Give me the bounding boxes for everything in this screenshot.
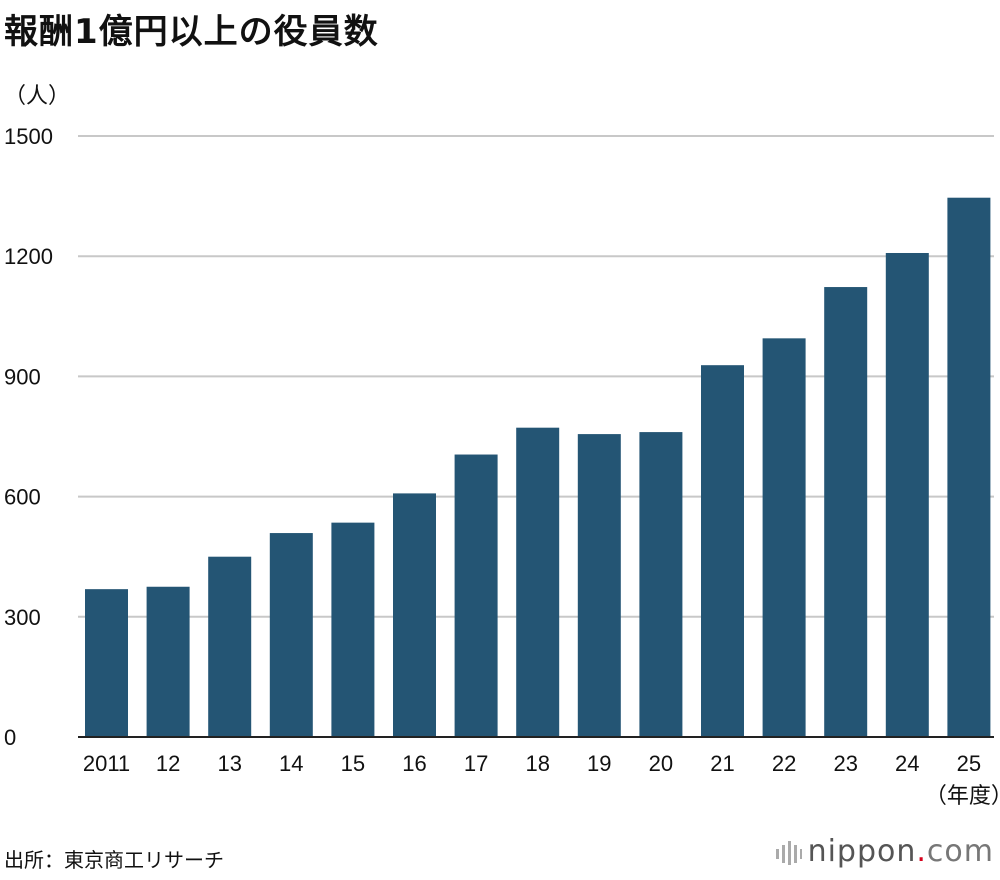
x-tick-label: 16 bbox=[402, 751, 426, 776]
x-tick-label: 21 bbox=[710, 751, 734, 776]
x-tick-label: 20 bbox=[649, 751, 673, 776]
logo-text-dot: . bbox=[916, 834, 927, 869]
bar bbox=[516, 427, 560, 737]
bar-chart: 0 300 600 900 1200 1500 2011 12 13 14 15 16 17 18 19 20… bbox=[4, 124, 1000, 808]
logo-text-com: com bbox=[926, 834, 994, 869]
bar bbox=[269, 533, 313, 737]
y-tick-label: 1200 bbox=[4, 244, 53, 269]
x-tick-label: 18 bbox=[525, 751, 549, 776]
source-note: 出所：東京商工リサーチ bbox=[4, 848, 224, 872]
x-tick-label: 23 bbox=[833, 751, 857, 776]
bar bbox=[146, 586, 190, 737]
logo-bars-icon bbox=[775, 840, 802, 865]
nippon-logo: nippon.com bbox=[775, 834, 994, 869]
x-tick-label: 25 bbox=[957, 751, 981, 776]
bar bbox=[885, 252, 929, 737]
x-tick-label: 22 bbox=[772, 751, 796, 776]
y-tick-label: 600 bbox=[4, 485, 41, 510]
bar bbox=[762, 338, 806, 737]
bar bbox=[639, 432, 683, 737]
chart-title: 報酬1億円以上の役員数 bbox=[4, 12, 379, 52]
bar bbox=[947, 197, 991, 738]
y-tick-label: 0 bbox=[4, 725, 16, 750]
bar bbox=[824, 287, 868, 737]
x-tick-label: 13 bbox=[217, 751, 241, 776]
x-tick-label: 14 bbox=[279, 751, 303, 776]
bar bbox=[701, 365, 744, 737]
x-tick-label: 17 bbox=[464, 751, 488, 776]
x-tick-label: 24 bbox=[895, 751, 919, 776]
bar bbox=[577, 434, 621, 737]
logo-text-main: nippon bbox=[807, 834, 917, 869]
bar bbox=[454, 454, 498, 737]
y-axis-unit-label: （人） bbox=[4, 84, 71, 109]
y-tick-label: 300 bbox=[4, 605, 41, 630]
x-axis-unit-label: （年度） bbox=[925, 783, 1000, 808]
x-tick-label: 12 bbox=[156, 751, 180, 776]
bar bbox=[85, 589, 128, 737]
bar bbox=[331, 522, 375, 737]
x-tick-label: 19 bbox=[587, 751, 611, 776]
bar bbox=[208, 556, 252, 737]
x-tick-label: 15 bbox=[341, 751, 365, 776]
x-tick-label: 2011 bbox=[83, 751, 130, 776]
bar bbox=[393, 493, 436, 737]
y-tick-label: 1500 bbox=[4, 124, 53, 149]
y-tick-label: 900 bbox=[4, 364, 41, 389]
